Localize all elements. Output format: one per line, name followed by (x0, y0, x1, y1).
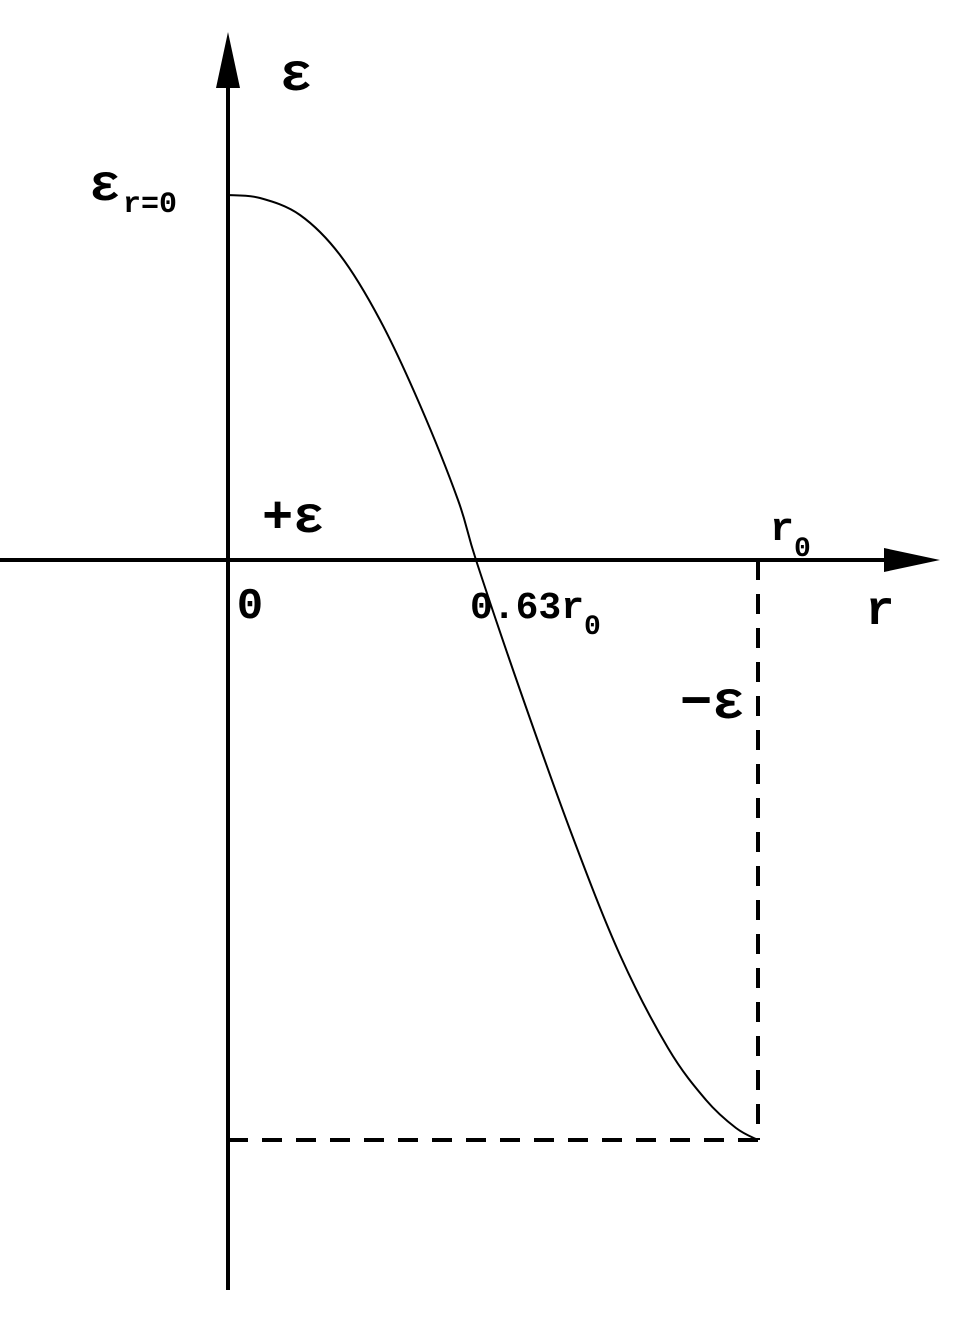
y-intercept-label: εr=0 (89, 157, 177, 222)
y-axis-label: ε (280, 46, 312, 107)
x-axis-label: r (866, 585, 895, 639)
chart-container: ε εr=0 +ε 0 0.63r0 r0 r −ε (0, 0, 961, 1323)
plus-epsilon-label: +ε (262, 489, 324, 548)
minus-epsilon-label: −ε (680, 674, 745, 735)
origin-label: 0 (237, 582, 263, 632)
chart-svg: ε εr=0 +ε 0 0.63r0 r0 r −ε (0, 0, 961, 1323)
zero-crossing-label: 0.63r0 (470, 587, 601, 643)
r0-tick-label: r0 (770, 508, 811, 565)
